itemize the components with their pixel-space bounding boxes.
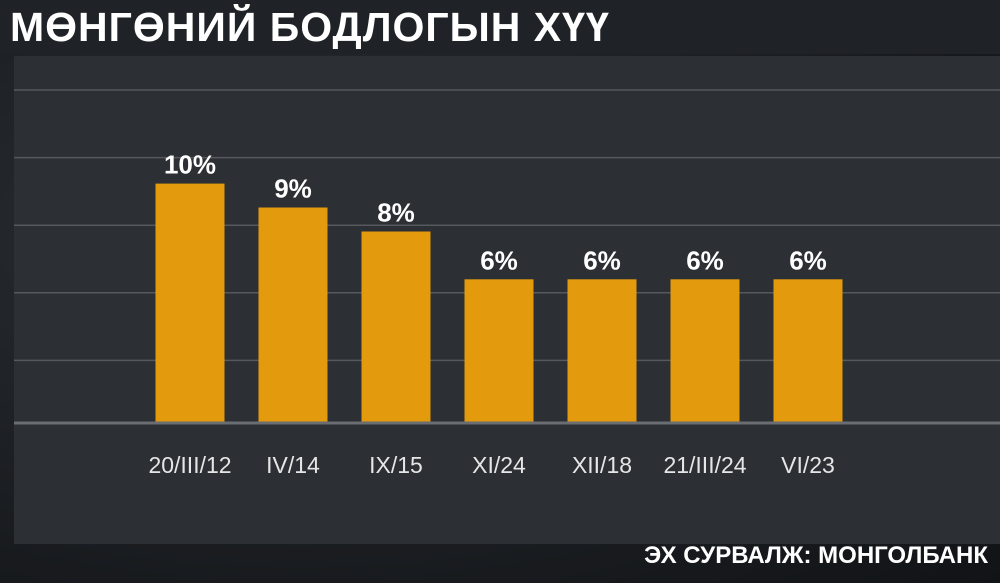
bar	[361, 231, 431, 423]
bar	[258, 207, 328, 423]
bar	[773, 279, 843, 423]
title-bar: МӨНГӨНИЙ БОДЛОГЫН ХҮҮ	[0, 0, 1000, 54]
bar	[155, 183, 225, 423]
x-tick-label: IX/15	[369, 452, 423, 478]
source-caption: ЭХ СУРВАЛЖ: МОНГОЛБАНК	[644, 542, 988, 569]
x-tick-label: XI/24	[472, 452, 526, 478]
x-tick-label: 20/III/12	[148, 452, 231, 478]
chart-title: МӨНГӨНИЙ БОДЛОГЫН ХҮҮ	[10, 4, 610, 50]
bar-value-label: 6%	[686, 245, 724, 275]
bar-value-label: 6%	[789, 245, 827, 275]
bar-value-label: 8%	[377, 198, 415, 228]
x-tick-label: VI/23	[781, 452, 835, 478]
bar-value-label: 9%	[274, 174, 312, 204]
bar	[464, 279, 534, 423]
x-tick-label: 21/III/24	[663, 452, 746, 478]
bar	[670, 279, 740, 423]
bar	[567, 279, 637, 423]
bar-value-label: 6%	[583, 245, 621, 275]
x-tick-label: XII/18	[572, 452, 632, 478]
bar-value-label: 6%	[480, 245, 518, 275]
bar-value-label: 10%	[164, 150, 216, 180]
bar-chart: 10% 20/III/12 9% IV/14 8% IX/15 6% XI/24 6% XII/1…	[14, 89, 1000, 478]
x-tick-label: IV/14	[266, 452, 320, 478]
chart-panel: 10% 20/III/12 9% IV/14 8% IX/15 6% XI/24 6% XII/1…	[14, 56, 1000, 544]
